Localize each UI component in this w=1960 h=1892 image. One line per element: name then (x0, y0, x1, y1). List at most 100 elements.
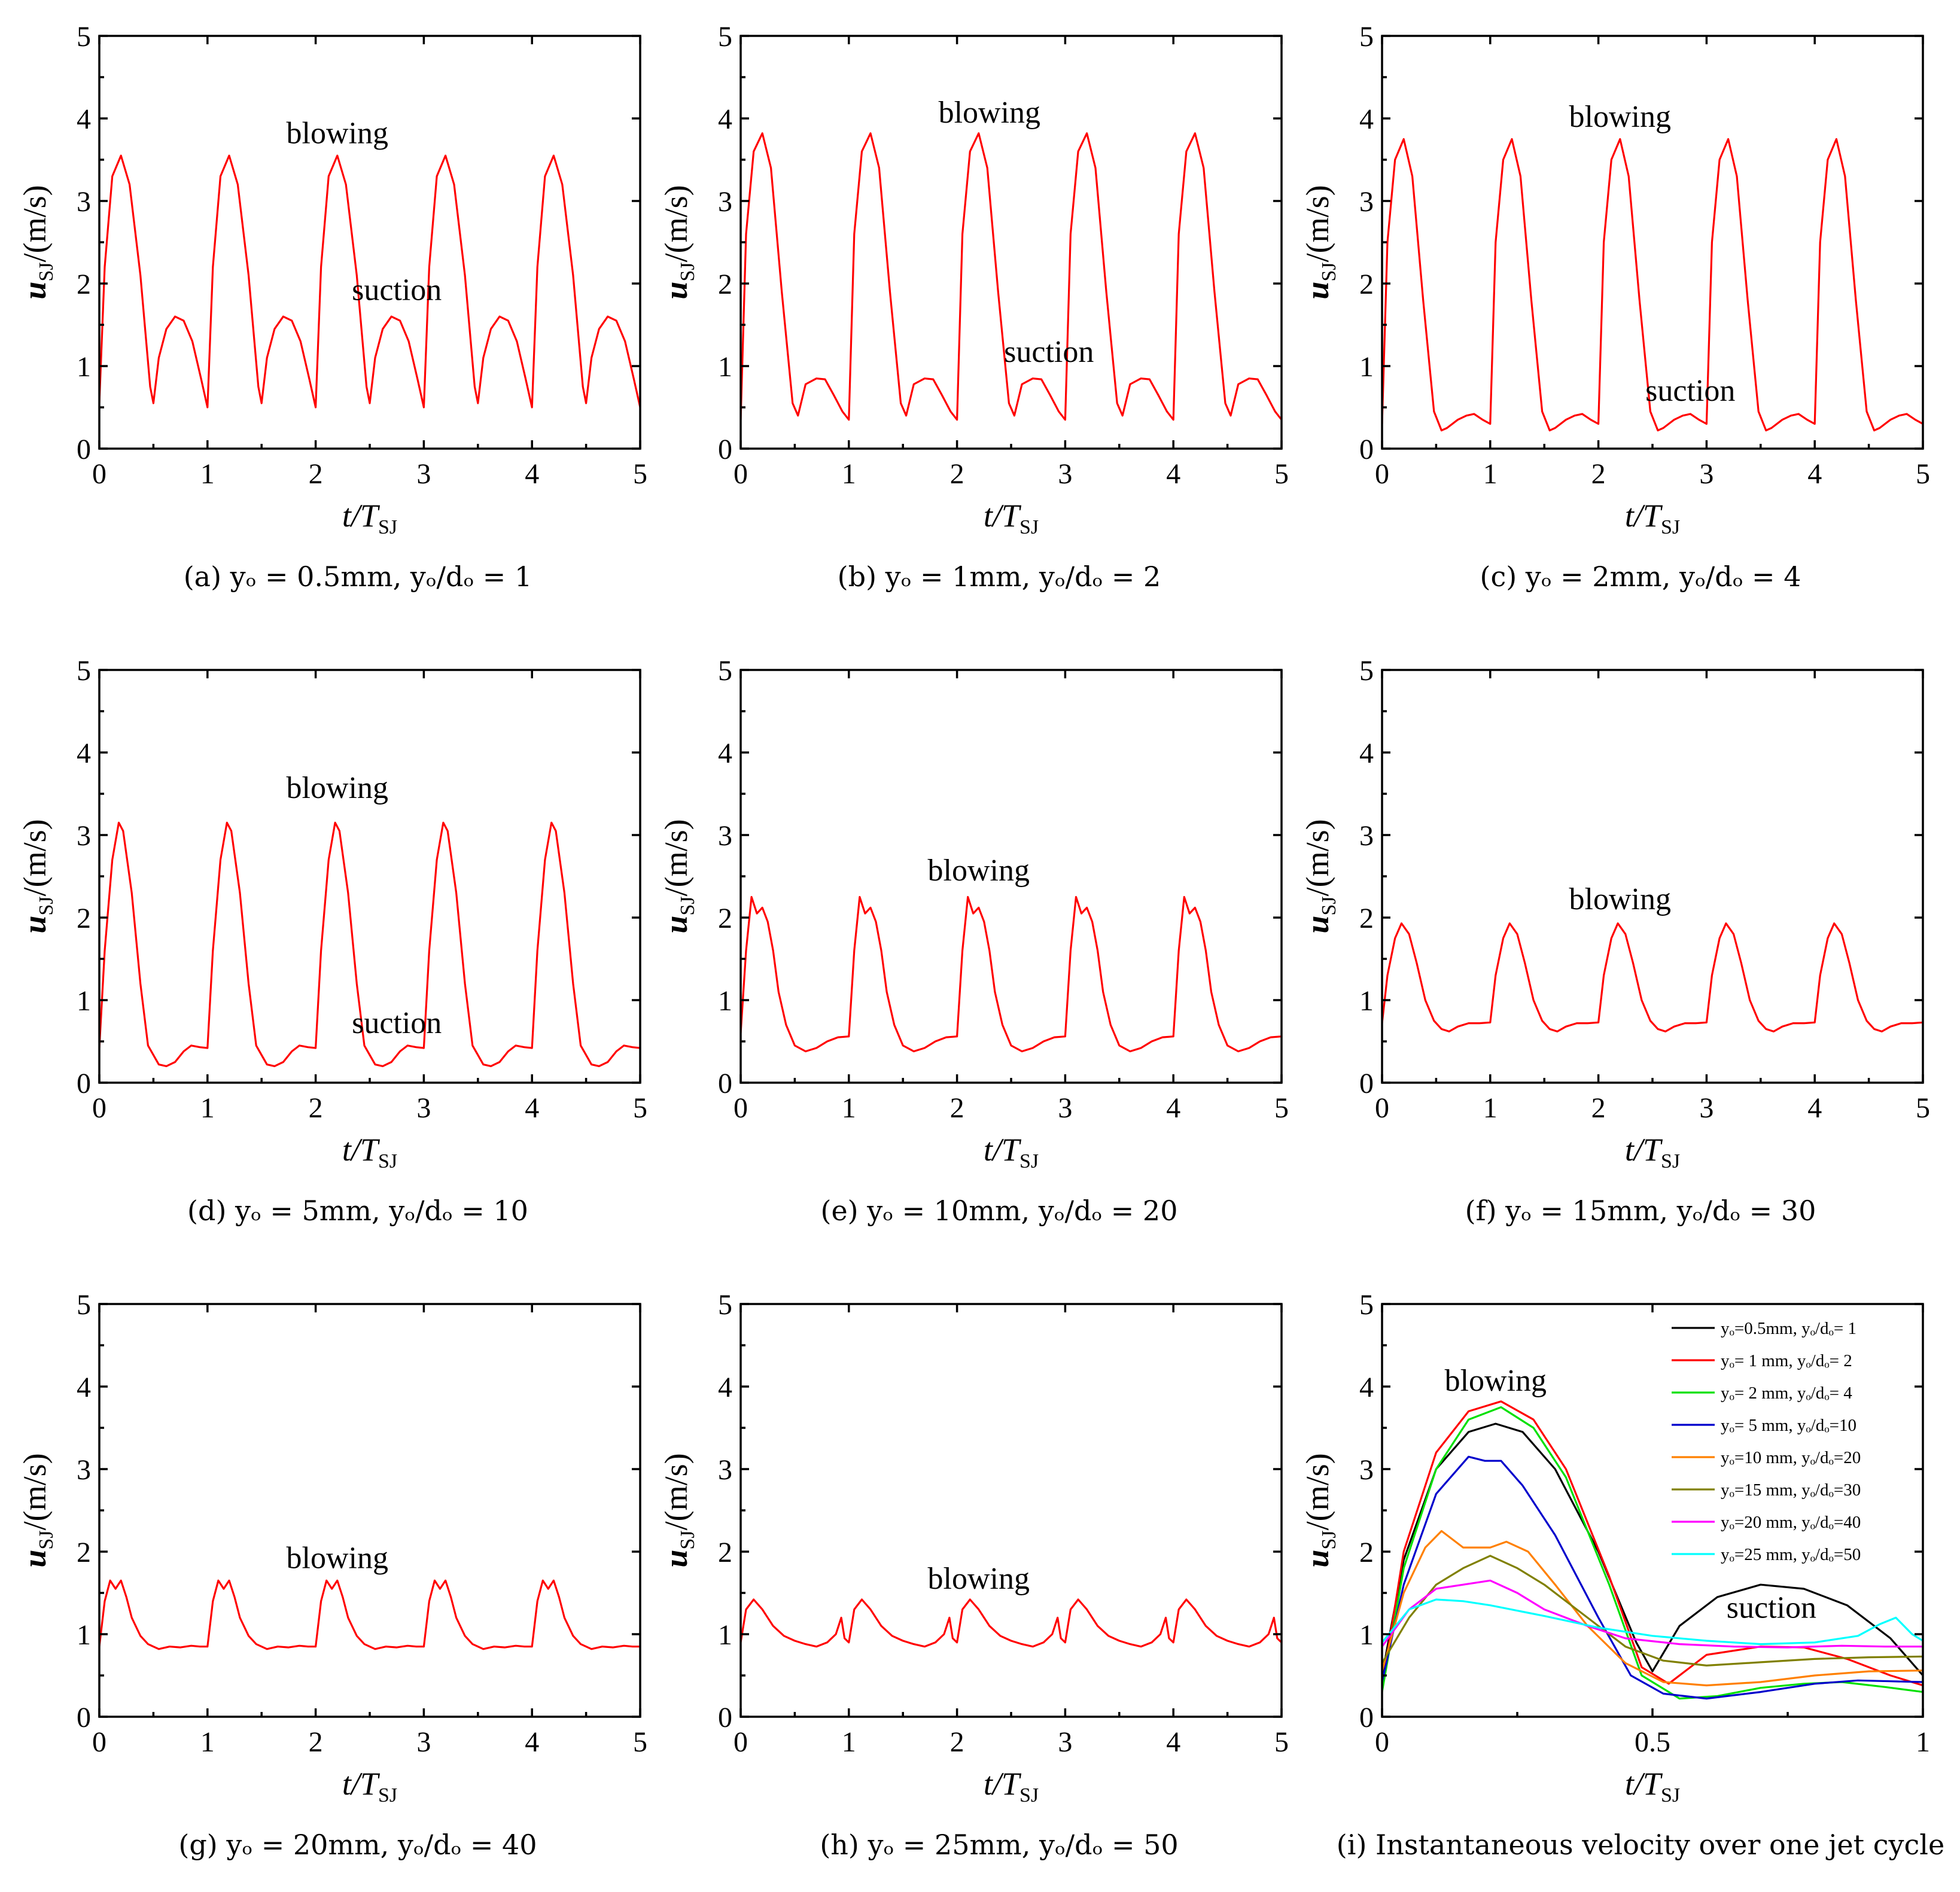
y-tick-label: 4 (718, 738, 732, 769)
panel-f: 0 1 2 3 4 5 0 1 2 3 4 5 t/TSJ uSJ/(m/s) blowing (f) yₒ … (1299, 655, 1930, 1227)
annotation-blowing: blowing (1569, 100, 1671, 134)
y-axis-label: uSJ/(m/s) (1299, 185, 1340, 299)
y-tick-label: 2 (718, 1537, 732, 1568)
y-tick-label: 4 (718, 1372, 732, 1403)
y-tick-label: 5 (1359, 1289, 1374, 1321)
x-tick-label: 4 (1807, 1092, 1822, 1124)
x-tick-label: 4 (1166, 1092, 1180, 1124)
annotation-blowing: blowing (1445, 1364, 1547, 1398)
annotation-blowing: blowing (287, 771, 388, 805)
y-tick-label: 0 (77, 1068, 91, 1099)
y-tick-label: 0 (77, 434, 91, 465)
y-tick-label: 3 (77, 186, 91, 218)
y-axis-label: uSJ/(m/s) (658, 819, 699, 933)
legend-entry: yₒ= 2 mm, yₒ/dₒ= 4 (1721, 1384, 1852, 1403)
x-tick-label: 4 (1807, 458, 1822, 490)
annotation-suction: suction (1645, 374, 1735, 408)
y-tick-label: 5 (77, 655, 91, 687)
x-tick-label: 2 (950, 458, 964, 490)
y-tick-label: 4 (718, 103, 732, 135)
series-line-f-0 (1382, 922, 1923, 1032)
y-tick-label: 1 (77, 985, 91, 1017)
x-tick-label: 1 (1483, 1092, 1498, 1124)
y-axis-label: uSJ/(m/s) (658, 185, 699, 299)
y-tick-label: 3 (718, 820, 732, 852)
x-tick-label: 5 (1274, 1092, 1289, 1124)
legend-entry: yₒ=0.5mm, yₒ/dₒ= 1 (1721, 1319, 1856, 1338)
y-tick-label: 3 (1359, 820, 1374, 852)
x-tick-label: 0 (92, 1726, 106, 1758)
y-tick-label: 1 (77, 1619, 91, 1651)
y-tick-label: 1 (1359, 985, 1374, 1017)
y-tick-label: 0 (77, 1702, 91, 1733)
x-tick-label: 2 (950, 1726, 964, 1758)
x-axis-label: t/TSJ (984, 1766, 1039, 1806)
series-line-i-4 (1382, 1530, 1923, 1687)
y-tick-label: 5 (718, 1289, 732, 1321)
y-tick-label: 5 (1359, 21, 1374, 53)
panel-h: 0 1 2 3 4 5 0 1 2 3 4 5 t/TSJ uSJ/(m/s) blowing (h) yₒ … (658, 1289, 1289, 1861)
x-tick-label: 3 (1058, 1726, 1072, 1758)
annotation-blowing: blowing (939, 96, 1040, 130)
x-tick-label: 3 (416, 458, 431, 490)
y-axis-label: uSJ/(m/s) (1299, 1453, 1340, 1567)
x-axis-label: t/TSJ (1625, 1132, 1680, 1172)
panel-d: 0 1 2 3 4 5 0 1 2 3 4 5 t/TSJ uSJ/(m/s) blowing suction… (17, 655, 647, 1227)
x-tick-label: 3 (1058, 458, 1072, 490)
legend-entry: yₒ= 1 mm, yₒ/dₒ= 2 (1721, 1351, 1852, 1370)
y-tick-label: 2 (718, 903, 732, 934)
x-tick-label: 1 (1483, 458, 1498, 490)
x-axis-label: t/TSJ (984, 498, 1039, 538)
x-tick-label: 1 (842, 458, 856, 490)
x-axis-label: t/TSJ (1625, 498, 1680, 538)
y-tick-label: 4 (1359, 103, 1374, 135)
x-tick-label: 4 (1166, 458, 1180, 490)
panel-b: 0 1 2 3 4 5 0 1 2 3 4 5 t/TSJ uSJ/(m/s) blowing suction… (658, 21, 1289, 593)
series-line-i-0 (1382, 1422, 1923, 1677)
y-tick-label: 4 (77, 738, 91, 769)
x-tick-label: 3 (1699, 458, 1714, 490)
panel-caption: (a) yₒ = 0.5mm, yₒ/dₒ = 1 (184, 560, 532, 593)
y-tick-label: 3 (77, 1454, 91, 1486)
series-line-i-7 (1382, 1598, 1923, 1646)
series-line-i-5 (1382, 1555, 1923, 1666)
x-tick-label: 0 (1375, 1092, 1389, 1124)
x-tick-label: 0 (1375, 458, 1389, 490)
x-tick-label: 1 (200, 458, 215, 490)
x-tick-label: 1 (842, 1726, 856, 1758)
panel-caption: (c) yₒ = 2mm, yₒ/dₒ = 4 (1480, 560, 1801, 593)
y-tick-label: 0 (718, 1068, 732, 1099)
x-tick-label: 1 (842, 1092, 856, 1124)
x-axis-label: t/TSJ (342, 498, 397, 538)
x-tick-label: 5 (633, 1092, 647, 1124)
y-tick-label: 5 (1359, 655, 1374, 687)
x-tick-label: 3 (416, 1726, 431, 1758)
x-tick-label: 0.5 (1635, 1726, 1670, 1758)
x-tick-label: 1 (1916, 1726, 1930, 1758)
series-line-i-3 (1382, 1455, 1923, 1700)
x-tick-label: 5 (1916, 1092, 1930, 1124)
x-tick-label: 0 (92, 458, 106, 490)
legend-entry: yₒ=15 mm, yₒ/dₒ=30 (1721, 1480, 1861, 1500)
y-tick-label: 3 (77, 820, 91, 852)
annotation-blowing: blowing (928, 854, 1030, 888)
x-tick-label: 4 (1166, 1726, 1180, 1758)
plot-frame (1381, 669, 1924, 1084)
x-tick-label: 2 (309, 458, 323, 490)
x-tick-label: 2 (1591, 1092, 1606, 1124)
y-tick-label: 2 (1359, 269, 1374, 300)
y-tick-label: 5 (718, 655, 732, 687)
x-tick-label: 0 (92, 1092, 106, 1124)
y-tick-label: 1 (718, 1619, 732, 1651)
y-tick-label: 1 (718, 985, 732, 1017)
y-axis-label: uSJ/(m/s) (17, 819, 57, 933)
y-tick-label: 4 (77, 1372, 91, 1403)
x-tick-label: 0 (734, 458, 748, 490)
y-tick-label: 2 (77, 269, 91, 300)
panel-i: 0 1 2 3 4 5 0 0.5 1 t/TSJ uSJ/(m/s) blowing suction y… (1299, 1289, 1944, 1861)
panel-caption: (g) yₒ = 20mm, yₒ/dₒ = 40 (178, 1829, 537, 1861)
plot-frame (98, 1303, 641, 1718)
y-tick-label: 5 (77, 1289, 91, 1321)
y-tick-label: 5 (77, 21, 91, 53)
